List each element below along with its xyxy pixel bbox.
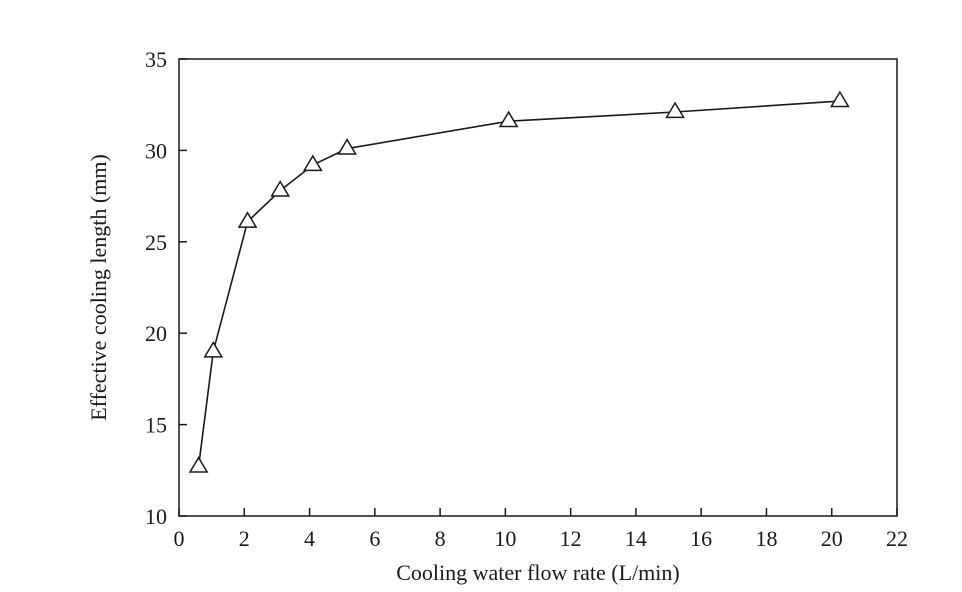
x-tick-label: 8	[435, 526, 446, 551]
data-point-marker	[270, 180, 291, 197]
x-tick-label: 14	[625, 526, 647, 551]
data-point-marker	[498, 110, 519, 128]
y-axis-ticks	[179, 58, 187, 517]
y-tick-label: 30	[145, 138, 167, 163]
y-tick-label: 20	[145, 321, 167, 346]
data-point-marker	[237, 211, 258, 228]
x-tick-label: 10	[494, 526, 516, 551]
data-point-marker	[203, 341, 224, 358]
y-tick-label: 25	[145, 230, 167, 255]
series-line	[197, 100, 840, 467]
data-point-marker	[830, 90, 850, 108]
x-axis-tick-labels: 0 2 4 6 8 10 12 14 16 18 20 22	[174, 526, 909, 551]
y-tick-label: 35	[145, 47, 167, 72]
y-tick-label: 10	[145, 504, 167, 529]
plot-frame	[178, 58, 898, 517]
x-tick-label: 12	[560, 526, 582, 551]
x-tick-label: 20	[821, 526, 843, 551]
data-point-marker	[188, 456, 209, 473]
x-tick-label: 22	[886, 526, 908, 551]
x-tick-label: 16	[690, 526, 712, 551]
x-tick-label: 0	[174, 526, 185, 551]
y-axis-label: Effective cooling length (mm)	[86, 154, 111, 421]
data-point-marker	[337, 138, 357, 155]
x-axis-ticks	[178, 508, 898, 516]
x-tick-label: 6	[369, 526, 380, 551]
x-tick-label: 18	[755, 526, 777, 551]
x-axis-label: Cooling water flow rate (L/min)	[396, 560, 679, 585]
x-tick-label: 4	[304, 526, 315, 551]
data-point-marker	[665, 101, 685, 119]
series-markers	[188, 90, 850, 473]
series-lines	[197, 100, 840, 467]
y-axis-tick-labels: 10 15 20 25 30 35	[145, 47, 167, 529]
y-tick-label: 15	[145, 413, 167, 438]
x-tick-label: 2	[239, 526, 250, 551]
data-point-marker	[302, 154, 323, 172]
